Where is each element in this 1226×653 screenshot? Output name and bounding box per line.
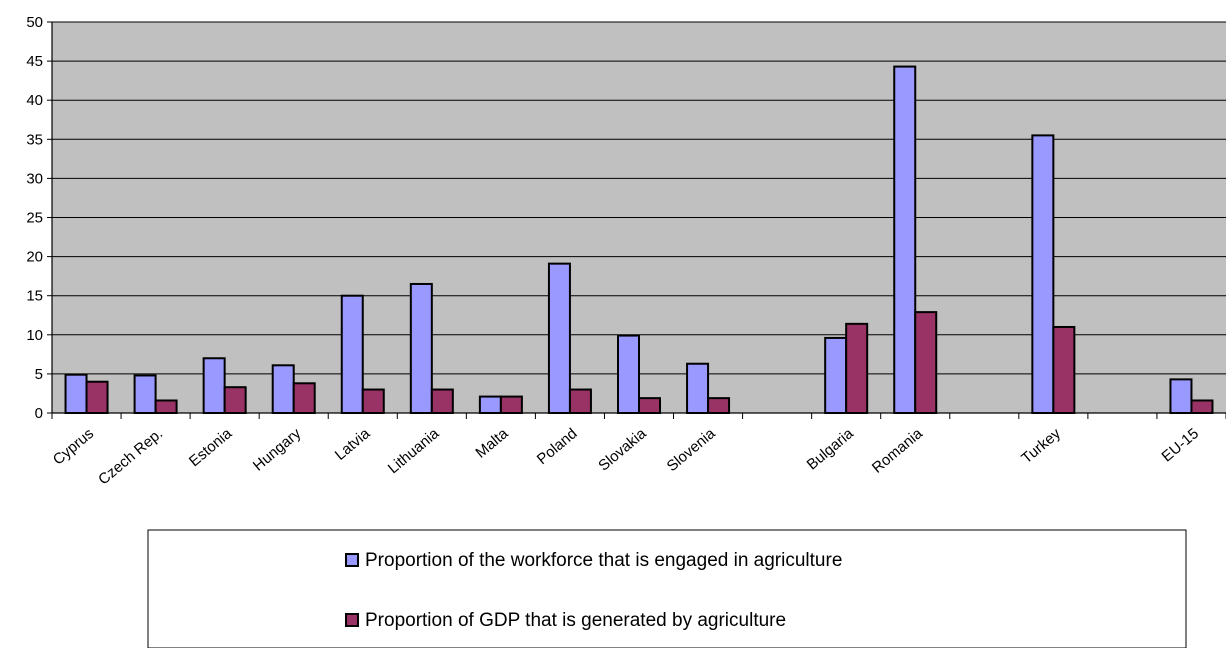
x-tick-label: Poland bbox=[534, 425, 581, 468]
x-tick-label: Slovakia bbox=[595, 425, 650, 475]
y-tick-label: 30 bbox=[26, 170, 43, 187]
bar-gdp bbox=[707, 397, 731, 414]
x-tick-label: Czech Rep. bbox=[95, 425, 166, 488]
bar-workforce bbox=[1031, 134, 1055, 414]
legend-box bbox=[147, 529, 1187, 649]
axes bbox=[47, 21, 1226, 419]
y-tick-label: 10 bbox=[26, 327, 43, 344]
bar-gdp bbox=[430, 388, 454, 415]
bar-workforce bbox=[340, 294, 364, 415]
x-tick-label: Estonia bbox=[186, 425, 236, 471]
bar-workforce bbox=[133, 374, 157, 414]
x-tick-label: Cyprus bbox=[50, 425, 97, 469]
bar-gdp bbox=[638, 397, 661, 414]
bar-workforce bbox=[271, 364, 295, 415]
y-tick-label: 50 bbox=[26, 14, 43, 31]
x-tick-label: EU-15 bbox=[1159, 425, 1203, 465]
bars bbox=[64, 65, 1214, 415]
bar-gdp bbox=[361, 388, 385, 415]
bar-workforce bbox=[202, 357, 226, 415]
y-tick-label: 0 bbox=[35, 405, 43, 422]
bar-workforce bbox=[409, 282, 433, 414]
bar-gdp bbox=[154, 399, 178, 415]
bar-gdp bbox=[1190, 399, 1214, 415]
x-tick-label: Malta bbox=[472, 425, 512, 462]
legend: Proportion of the workforce that is enga… bbox=[147, 529, 1187, 649]
y-tick-label: 35 bbox=[26, 131, 43, 148]
legend-label: Proportion of the workforce that is enga… bbox=[365, 550, 842, 571]
y-axis-tick-labels: 0 5 10 15 20 25 30 35 40 45 50 bbox=[26, 14, 43, 422]
x-tick-label: Turkey bbox=[1018, 425, 1064, 467]
bar-workforce bbox=[547, 262, 571, 414]
bar-workforce bbox=[64, 373, 88, 415]
bar-workforce bbox=[478, 395, 502, 415]
bar-gdp bbox=[568, 388, 592, 415]
bar-workforce bbox=[1169, 378, 1193, 414]
legend-swatch bbox=[345, 613, 359, 627]
bar-workforce bbox=[686, 362, 710, 415]
bar-gdp bbox=[914, 311, 938, 415]
x-tick-label: Bulgaria bbox=[804, 425, 858, 474]
bar-workforce bbox=[617, 334, 640, 414]
x-tick-label: Hungary bbox=[250, 425, 305, 475]
y-tick-label: 5 bbox=[35, 366, 43, 383]
y-tick-label: 45 bbox=[26, 53, 43, 70]
y-tick-label: 40 bbox=[26, 92, 43, 109]
legend-swatch bbox=[345, 553, 359, 567]
bar-gdp bbox=[1052, 325, 1076, 415]
bar-workforce bbox=[893, 65, 917, 414]
x-tick-label: Latvia bbox=[332, 425, 374, 464]
x-tick-label: Romania bbox=[869, 425, 926, 477]
bar-gdp bbox=[499, 395, 523, 415]
y-tick-label: 15 bbox=[26, 288, 43, 305]
bar-gdp bbox=[223, 386, 247, 414]
x-tick-label: Lithuania bbox=[385, 425, 443, 478]
legend-label: Proportion of GDP that is generated by a… bbox=[365, 610, 786, 631]
x-tick-label: Slovenia bbox=[664, 425, 720, 475]
bar-gdp bbox=[292, 382, 316, 414]
bar-workforce bbox=[824, 336, 848, 415]
y-tick-label: 25 bbox=[26, 210, 43, 227]
y-tick-label: 20 bbox=[26, 249, 43, 266]
bar-gdp bbox=[85, 380, 109, 415]
bar-gdp bbox=[845, 322, 869, 414]
